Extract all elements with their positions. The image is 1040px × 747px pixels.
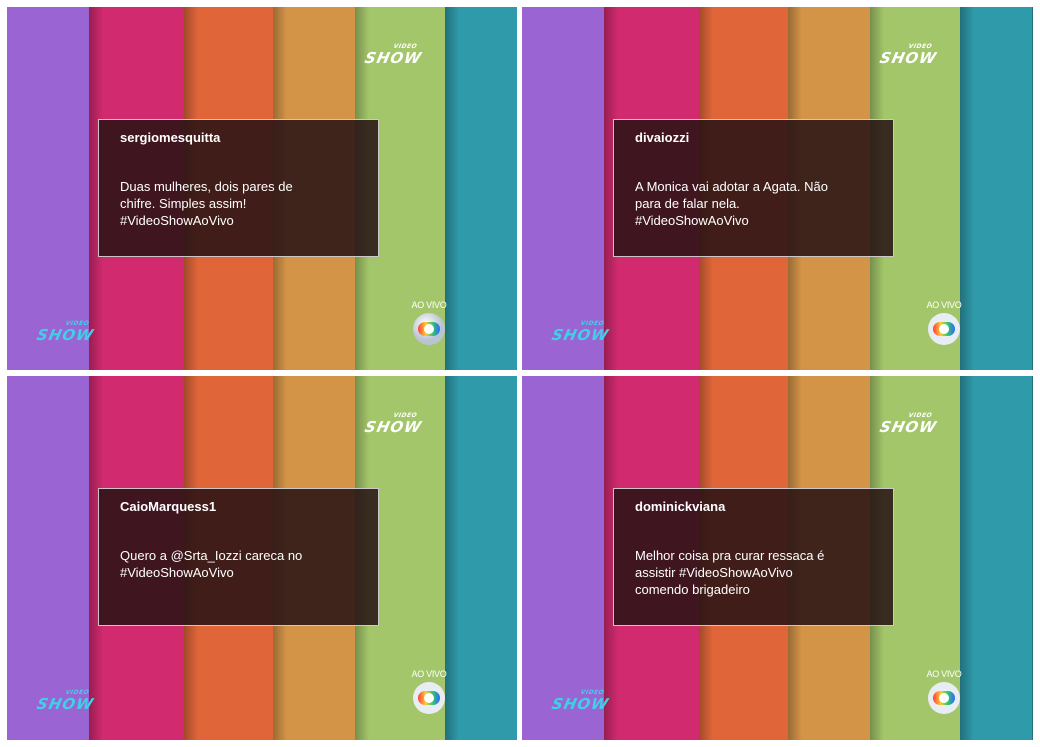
tweet-message: Quero a @Srta_Iozzi careca no #VideoShow… — [120, 548, 303, 580]
tweet-card: CaioMarquess1 Quero a @Srta_Iozzi careca… — [98, 488, 379, 626]
globo-logo-icon — [928, 682, 960, 714]
tweet-card: sergiomesquitta Duas mulheres, dois pare… — [98, 119, 379, 257]
live-badge: AO VIVO — [916, 300, 972, 346]
video-show-logo: VIDEO SHOW — [363, 412, 424, 436]
video-show-logo: VIDEO SHOW — [363, 43, 424, 67]
live-badge-text: AO VIVO — [926, 300, 962, 310]
stripe-teal — [960, 376, 1033, 740]
video-show-logo-bottom: VIDEO SHOW — [35, 320, 96, 344]
tweet-username: CaioMarquess1 — [120, 499, 217, 514]
live-badge: AO VIVO — [916, 669, 972, 715]
tweet-card: divaiozzi A Monica vai adotar a Agata. N… — [613, 119, 894, 257]
video-show-logo: VIDEO SHOW — [878, 412, 939, 436]
tweet-message: A Monica vai adotar a Agata. Não para de… — [635, 179, 828, 228]
tweet-panel-4: VIDEO SHOW VIDEO SHOW AO VIVO dominickvian… — [522, 376, 1033, 740]
live-badge: AO VIVO — [401, 300, 457, 346]
globo-logo-icon — [413, 313, 445, 345]
live-badge-text: AO VIVO — [926, 669, 962, 679]
stripe-teal — [445, 376, 517, 740]
video-show-logo: VIDEO SHOW — [878, 43, 939, 67]
tweet-card: dominickviana Melhor coisa pra curar res… — [613, 488, 894, 626]
tweet-username: divaiozzi — [635, 130, 690, 145]
live-badge: AO VIVO — [401, 669, 457, 715]
tweet-message: Duas mulheres, dois pares de chifre. Sim… — [120, 179, 293, 228]
tweet-message: Melhor coisa pra curar ressaca é assisti… — [635, 548, 825, 597]
stripe-teal — [445, 7, 517, 370]
tweet-panel-3: VIDEO SHOW VIDEO SHOW AO VIVO CaioMarquess… — [7, 376, 517, 740]
live-badge-text: AO VIVO — [411, 300, 447, 310]
video-show-logo-bottom: VIDEO SHOW — [550, 320, 611, 344]
live-badge-text: AO VIVO — [411, 669, 447, 679]
globo-logo-icon — [928, 313, 960, 345]
stripe-purple — [522, 376, 618, 740]
tweet-username: dominickviana — [635, 499, 726, 514]
video-show-logo-bottom: VIDEO SHOW — [550, 689, 611, 713]
stripe-purple — [522, 7, 618, 370]
stripe-teal — [960, 7, 1033, 370]
stripe-purple — [7, 7, 103, 370]
tweet-username: sergiomesquitta — [120, 130, 221, 145]
tweet-panel-2: VIDEO SHOW VIDEO SHOW AO VIVO divaiozzi A … — [522, 7, 1033, 370]
stripe-purple — [7, 376, 103, 740]
globo-logo-icon — [413, 682, 445, 714]
video-show-logo-bottom: VIDEO SHOW — [35, 689, 96, 713]
tweet-panel-1: VIDEO SHOW VIDEO SHOW AO VIVO sergiomesqui… — [7, 7, 517, 370]
